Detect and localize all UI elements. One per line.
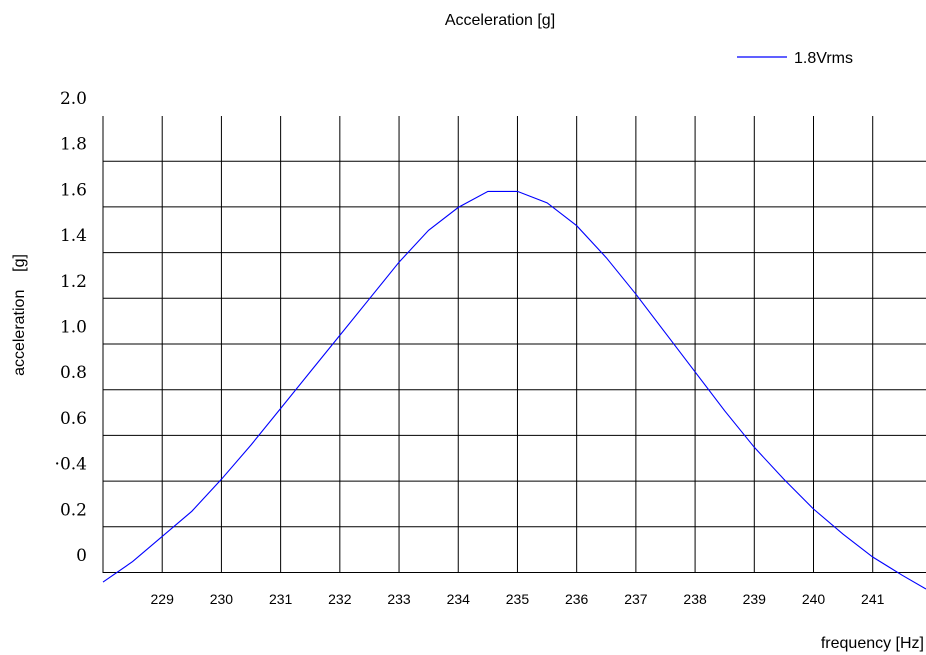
chart-title: Acceleration [g] [445,12,555,29]
x-tick-label: 237 [624,591,648,607]
y-tick-label: 0.8 [60,363,87,383]
x-tick-label: 230 [210,591,234,607]
y-tick-label: 1.8 [60,135,87,155]
x-tick-label: 233 [387,591,411,607]
y-axis-label: acceleration [g] [11,254,28,376]
x-tick-label: 236 [565,591,589,607]
y-tick-labels: 0 0.2 ·0.4 0.6 0.8 1.0 1.2 1.4 1.6 1.8 2.0 [55,89,87,566]
x-tick-label: 240 [802,591,826,607]
y-tick-label: 0.6 [60,409,87,429]
legend-label: 1.8Vrms [794,50,853,67]
y-tick-label: 1.6 [60,180,87,200]
y-tick-label: 1.0 [60,318,87,338]
y-tick-label: 0.2 [60,500,87,520]
legend: 1.8Vrms [737,50,853,67]
y-tick-label: 2.0 [60,89,87,109]
x-tick-label: 239 [743,591,767,607]
series-line [102,190,926,590]
grid [102,116,926,573]
x-tick-label: 238 [683,591,707,607]
x-tick-label: 234 [447,591,471,607]
y-tick-label: 1.2 [60,272,87,292]
x-axis-label: frequency [Hz] [821,635,924,652]
x-tick-label: 232 [328,591,352,607]
y-tick-label: 1.4 [60,226,87,246]
x-tick-label: 231 [269,591,293,607]
x-tick-label: 235 [506,591,530,607]
x-tick-label: 229 [151,591,175,607]
y-tick-label: ·0.4 [55,455,87,475]
series-layer [102,190,926,590]
x-tick-label: 241 [861,591,885,607]
y-tick-label: 0 [76,546,87,566]
x-tick-labels: 229 230 231 232 233 234 235 236 237 238 239 240 241 [151,591,885,607]
